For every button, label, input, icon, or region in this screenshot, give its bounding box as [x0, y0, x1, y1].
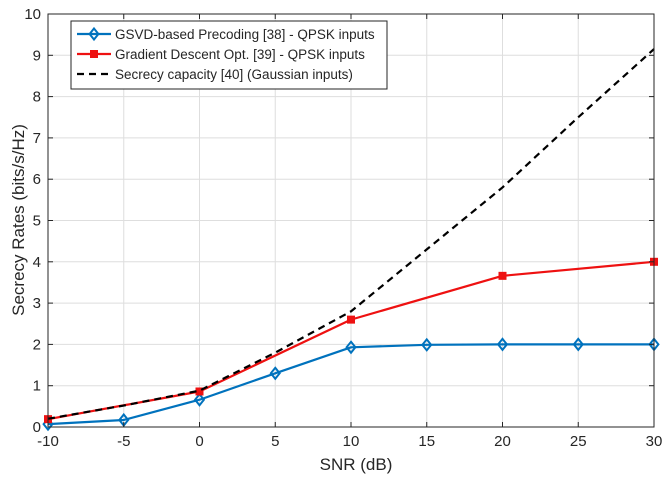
- y-tick-label: 8: [33, 89, 41, 106]
- y-tick-label: 4: [33, 254, 41, 271]
- data-point-marker: [421, 337, 433, 352]
- y-axis-label: Secrecy Rates (bits/s/Hz): [9, 124, 28, 316]
- x-tick-label: 15: [418, 433, 435, 450]
- data-point-marker: [498, 271, 507, 280]
- legend-marker: [88, 26, 100, 42]
- legend-label: GSVD-based Precoding [38] - QPSK inputs: [115, 27, 375, 42]
- x-tick-label: 0: [195, 433, 203, 450]
- legend-box: [70, 20, 388, 90]
- data-point-marker: [572, 337, 584, 352]
- x-tick-label: 10: [343, 433, 360, 450]
- legend: GSVD-based Precoding [38] - QPSK inputs G…: [70, 20, 388, 90]
- y-tick-label: 5: [33, 213, 41, 230]
- series-line: [47, 48, 655, 420]
- y-tick-label: 0: [33, 419, 41, 436]
- x-tick-label: 5: [271, 433, 279, 450]
- y-tick-label: 9: [33, 47, 41, 64]
- data-point-marker: [347, 315, 355, 324]
- axes: [47, 13, 655, 428]
- x-tick-label: -10: [37, 433, 59, 450]
- legend-marker: [90, 50, 98, 58]
- legend-label: Secrecy capacity [40] (Gaussian inputs): [115, 67, 353, 82]
- legend-entry: Secrecy capacity [40] (Gaussian inputs): [77, 67, 353, 82]
- x-tick-label: 30: [646, 433, 663, 450]
- y-tick-label: 1: [33, 378, 41, 395]
- y-tick-label: 10: [24, 6, 41, 23]
- legend-entry: Gradient Descent Opt. [39] - QPSK inputs: [77, 47, 365, 62]
- legend-entry: GSVD-based Precoding [38] - QPSK inputs: [77, 26, 375, 42]
- y-tick-label: 2: [33, 336, 41, 353]
- x-tick-label: 25: [570, 433, 587, 450]
- data-point-marker: [193, 392, 206, 407]
- y-tick-label: 7: [33, 130, 41, 147]
- data-point-marker: [496, 337, 509, 352]
- series-line: [47, 343, 654, 426]
- data-point-marker: [269, 366, 281, 381]
- data-point-marker: [345, 340, 357, 355]
- x-tick-label: -5: [117, 433, 130, 450]
- x-tick-label: 20: [494, 433, 511, 450]
- y-tick-label: 6: [33, 171, 41, 188]
- grid-lines: [47, 13, 655, 428]
- legend-label: Gradient Descent Opt. [39] - QPSK inputs: [115, 47, 365, 62]
- series-2: [47, 48, 655, 420]
- x-axis-label: SNR (dB): [320, 455, 393, 474]
- tick-labels: -10 -5 0 5 10 15 20 25 30 0 1 2 3 4 5 6 7 8 9 10: [24, 6, 662, 450]
- y-tick-label: 3: [33, 295, 41, 312]
